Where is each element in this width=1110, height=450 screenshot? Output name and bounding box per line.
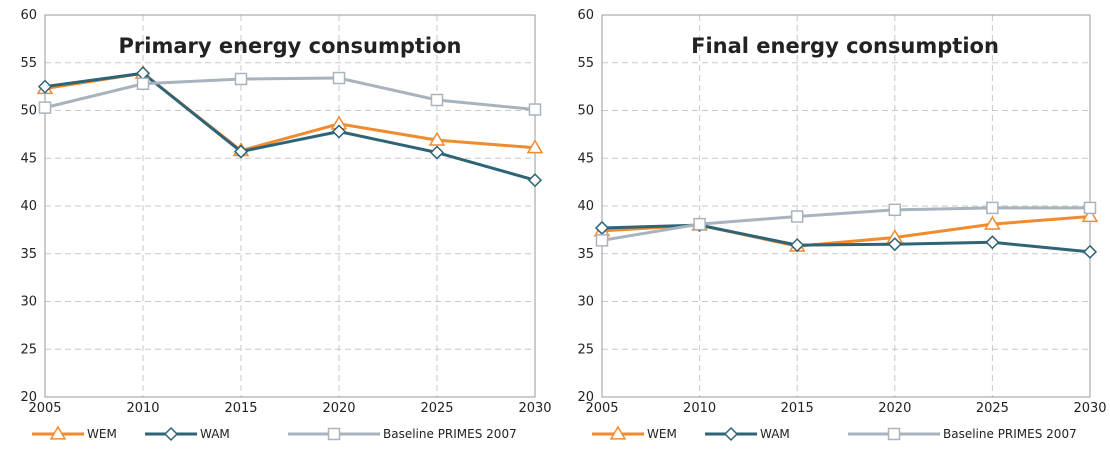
x-tick-label: 2030 [518,401,551,416]
data-point-square [528,103,542,116]
data-point-diamond [790,238,805,253]
data-point-diamond [233,144,249,159]
data-point-diamond [985,235,1000,250]
data-point-diamond [331,124,347,139]
legend-label: Baseline PRIMES 2007 [943,427,1077,441]
x-tick-label: 2020 [878,401,911,416]
y-tick-label: 25 [577,342,594,357]
series-line-square [601,206,1090,242]
legend-marker-triangle [49,425,67,440]
y-tick-label: 45 [20,151,37,166]
x-tick-label: 2010 [126,401,159,416]
data-point-square [888,203,902,217]
data-point-diamond [37,79,53,94]
y-tick-label: 40 [577,199,594,214]
legend-label: Baseline PRIMES 2007 [383,427,517,441]
y-tick-label: 40 [20,199,37,214]
data-point-square [595,234,609,247]
legend-label: WEM [647,427,677,441]
y-tick-label: 20 [577,390,594,405]
x-tick-label: 2020 [322,401,355,416]
y-tick-label: 35 [20,247,37,262]
series-line-triangle [601,215,1091,248]
legend: WEM WAM Baseline PRIMES 2007 [32,425,517,442]
legend-label: WAM [200,427,230,441]
x-tick-label: 2010 [683,401,716,416]
data-point-triangle [1081,208,1099,223]
data-point-square [790,210,804,223]
y-tick-label: 25 [20,342,37,357]
series-line-triangle [44,71,536,153]
x-tick-label: 2030 [1073,401,1106,416]
x-tick-label: 2005 [585,401,618,416]
x-tick-label: 2015 [224,401,257,416]
plot-frame [44,14,536,398]
data-point-diamond [527,173,543,188]
x-tick-label: 2015 [781,401,814,416]
legend-marker-triangle [609,425,627,440]
data-point-triangle [526,139,544,154]
data-point-diamond [594,220,610,236]
data-point-square [38,101,52,114]
data-point-square [986,201,999,215]
y-tick-label: 20 [20,390,37,405]
legend-label: WEM [87,427,117,441]
y-tick-label: 35 [577,247,594,262]
y-tick-label: 60 [20,8,37,23]
y-tick-label: 30 [20,295,37,310]
y-tick-label: 50 [20,104,37,119]
legend-marker-square [327,427,341,441]
data-point-square [693,217,706,231]
y-tick-label: 30 [577,295,594,310]
legend-marker-diamond [723,426,739,442]
series-line-diamond [44,71,536,182]
y-tick-label: 55 [20,56,37,71]
x-tick-label: 2025 [976,401,1009,416]
data-point-square [332,71,346,85]
legend: WEM WAM Baseline PRIMES 2007 [592,425,1077,442]
data-point-triangle [428,131,446,146]
chart-title: Final energy consumption [691,34,999,58]
legend-marker-diamond [163,426,179,442]
chart-title: Primary energy consumption [119,34,462,58]
data-point-diamond [429,145,445,160]
y-tick-label: 55 [577,56,594,71]
data-point-square [1083,201,1097,215]
y-tick-label: 45 [577,151,594,166]
series-line-square [44,76,536,112]
data-point-square [430,93,444,107]
y-tick-label: 60 [577,8,594,23]
y-tick-label: 50 [577,104,594,119]
data-point-diamond [887,237,902,252]
data-point-triangle [984,215,1001,230]
x-tick-label: 2005 [28,401,61,416]
data-point-diamond [1082,244,1098,259]
legend-marker-square [887,427,901,441]
data-point-square [136,77,150,91]
legend-label: WAM [760,427,790,441]
data-point-square [234,72,248,86]
x-tick-label: 2025 [420,401,453,416]
